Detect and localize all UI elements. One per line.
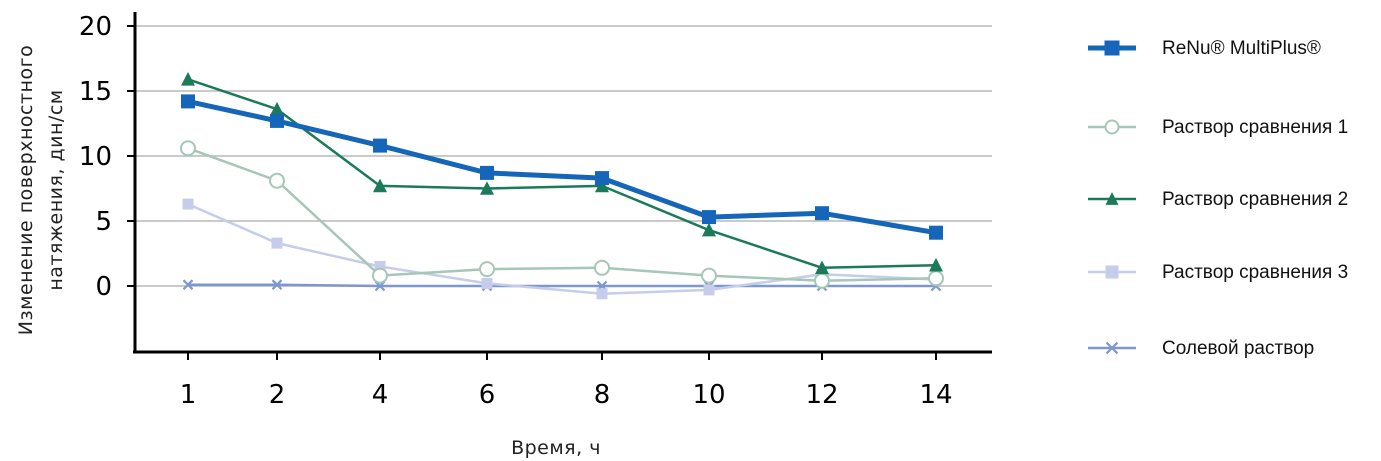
legend-label-3: Раствор сравнения 2: [1162, 189, 1348, 210]
series-4-point-10: [703, 284, 715, 296]
x-tick-label-10: 10: [692, 380, 725, 410]
legend: ReNu® MultiPlus® Раствор сравнения 1 Раств…: [1088, 38, 1348, 359]
series-3-point-14: [929, 257, 943, 272]
data-series: [180, 72, 944, 300]
legend-label-5: Солевой раствор: [1162, 338, 1314, 359]
series-4-point-6: [481, 277, 493, 289]
series-4-point-4: [374, 261, 386, 272]
legend-label-4: Раствор сравнения 3: [1162, 262, 1348, 283]
x-tick-labels: 1 2 4 6 8 10 12 14: [180, 352, 953, 410]
series-4-point-8: [596, 288, 608, 300]
series-4-line: [187, 202, 937, 296]
legend-swatch-marker-3: [1105, 192, 1119, 205]
series-2-point-6: [479, 261, 495, 278]
series-4-point-2: [271, 237, 283, 249]
series-1-point-1: [181, 94, 195, 109]
series-3-line: [187, 78, 937, 270]
x-tick-label-12: 12: [805, 380, 838, 410]
series-1-line: [187, 98, 937, 236]
x-tick-label-1: 1: [180, 380, 197, 410]
series-3-point-2: [270, 101, 284, 116]
series-5-point-2: [271, 279, 283, 290]
series-2-point-4: [372, 267, 388, 284]
series-2-point-10: [701, 267, 717, 284]
series-1-point-12: [815, 206, 829, 221]
grid-lines: [135, 25, 992, 287]
series-3-point-6: [480, 181, 494, 195]
y-tick-label-10: 10: [79, 142, 112, 172]
y-axis-title-line-1: Изменение поверхностного: [15, 45, 37, 335]
series-2-point-12: [814, 272, 830, 289]
series-3: [181, 72, 943, 275]
y-tick-label-20: 20: [79, 12, 112, 42]
series-2-point-1: [180, 140, 196, 157]
series-3-point-12: [815, 260, 829, 275]
x-tick-label-14: 14: [919, 380, 952, 410]
series-1: [181, 94, 943, 240]
axes: [133, 12, 992, 354]
legend-label-1: ReNu® MultiPlus®: [1162, 38, 1321, 59]
series-1-point-10: [702, 210, 716, 225]
legend-swatch-marker-4: [1105, 265, 1119, 279]
x-tick-label-2: 2: [269, 380, 286, 410]
y-tick-label-15: 15: [79, 77, 112, 107]
y-tick-label-0: 0: [95, 272, 112, 302]
x-tick-label-6: 6: [479, 380, 496, 410]
y-tick-label-5: 5: [95, 207, 112, 237]
series-3-point-1: [181, 72, 195, 86]
series-1-point-6: [480, 165, 494, 180]
series-4-point-1: [182, 198, 194, 210]
series-2-point-8: [594, 259, 610, 276]
y-tick-labels: 20 15 10 5 0: [79, 12, 135, 302]
series-3-point-10: [702, 222, 716, 237]
series-1-point-4: [373, 138, 387, 153]
series-1-point-14: [929, 225, 943, 240]
series-2-point-14: [928, 270, 944, 287]
series-1-point-8: [595, 171, 609, 186]
y-axis-title-line-2: натяжения, дин/см: [45, 89, 67, 290]
legend-swatch-marker-5: [1105, 341, 1119, 355]
legend-label-2: Раствор сравнения 1: [1162, 117, 1348, 138]
series-2-line: [187, 147, 937, 283]
x-tick-label-4: 4: [372, 380, 389, 410]
series-2-point-2: [269, 172, 285, 189]
series-1-point-2: [270, 113, 284, 128]
series-5-line: [188, 283, 936, 288]
series-5-point-1: [182, 279, 194, 290]
series-3-point-8: [595, 178, 609, 193]
series-3-point-4: [373, 178, 387, 193]
legend-swatch-marker-2: [1104, 119, 1120, 135]
x-axis-title: Время, ч: [511, 437, 601, 459]
legend-swatch-marker-1: [1104, 40, 1120, 56]
series-2: [180, 140, 944, 289]
x-tick-label-8: 8: [594, 380, 611, 410]
